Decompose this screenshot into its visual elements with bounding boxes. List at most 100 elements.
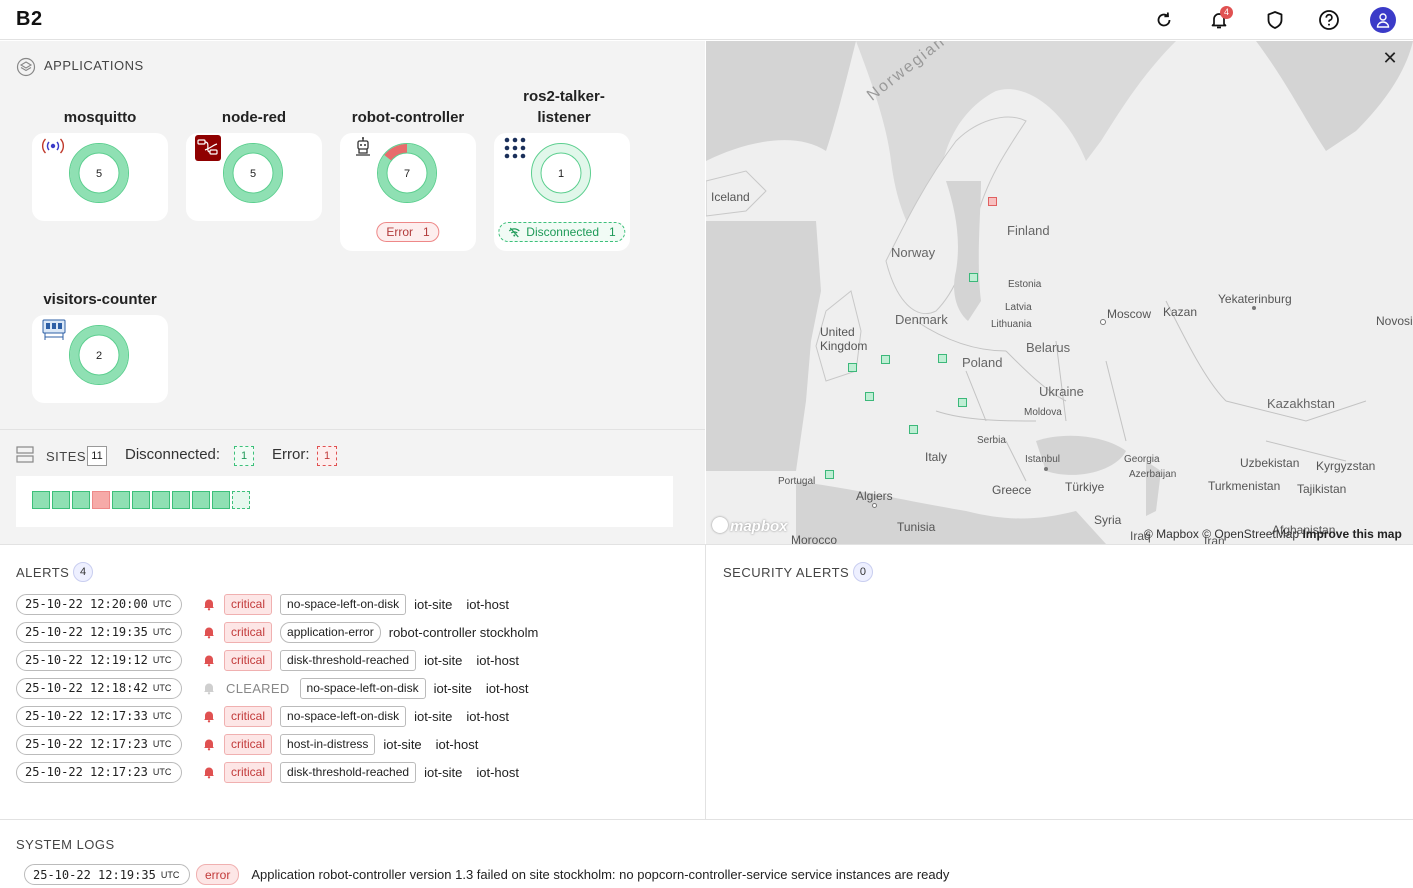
user-avatar[interactable] (1370, 7, 1396, 33)
map[interactable]: Norwegian Sea Iceland Finland Norway Est… (706, 41, 1413, 544)
alert-row[interactable]: 25-10-22 12:17:33 UTC critical no-space-lef… (16, 705, 509, 727)
site-square-error[interactable] (92, 491, 110, 509)
bell-icon (204, 767, 214, 779)
site-square[interactable] (172, 491, 190, 509)
status-count: 1 (422, 225, 430, 239)
site-square[interactable] (52, 491, 70, 509)
alert-type-tag: application-error (280, 621, 381, 643)
site-square[interactable] (32, 491, 50, 509)
site-square[interactable] (212, 491, 230, 509)
system-logs-title: SYSTEM LOGS (16, 837, 115, 852)
disconnected-count[interactable]: 1 (234, 446, 254, 466)
site-marker[interactable] (958, 398, 967, 407)
map-label: Yekaterinburg (1218, 292, 1292, 306)
donut-count: 5 (96, 168, 102, 180)
site-square[interactable] (132, 491, 150, 509)
alert-site: iot-site (424, 764, 463, 780)
attribution-osm-link[interactable]: © OpenStreetMap (1202, 527, 1300, 541)
alert-row[interactable]: 25-10-22 12:17:23 UTC critical host-in-dist… (16, 733, 478, 755)
site-square[interactable] (152, 491, 170, 509)
site-square-disconnected[interactable] (232, 491, 250, 509)
map-label: Kazakhstan (1267, 396, 1335, 411)
severity-badge: critical (224, 649, 273, 671)
app-card-ros2-talker-listener[interactable]: 1 Disconnected 1 (494, 133, 630, 251)
map-label: Iran (1204, 534, 1225, 544)
grid-dots-icon (504, 137, 530, 161)
alert-type-tag: host-in-distress (280, 733, 376, 755)
site-marker[interactable] (848, 363, 857, 372)
map-label: Moscow (1107, 307, 1152, 321)
alert-type-tag: no-space-left-on-disk (280, 705, 407, 727)
alert-type-tag: no-space-left-on-disk (280, 593, 407, 615)
improve-map-link[interactable]: Improve this map (1302, 527, 1402, 541)
alert-site: iot-site (383, 736, 422, 752)
bell-icon (204, 655, 214, 667)
shield-icon[interactable] (1263, 8, 1287, 32)
node-red-icon (195, 135, 221, 161)
map-label: Novosib (1376, 314, 1413, 328)
severity-badge: critical (224, 621, 273, 643)
map-label: Algiers (856, 489, 893, 503)
site-marker[interactable] (969, 273, 978, 282)
app-name-robot-controller: robot-controller (351, 109, 465, 126)
map-label: Portugal (778, 476, 816, 487)
map-label: Norway (891, 245, 936, 260)
site-square[interactable] (112, 491, 130, 509)
status-label: Error (386, 225, 413, 239)
site-marker[interactable] (825, 470, 834, 479)
sites-strip (16, 476, 673, 527)
map-label: Moldova (1024, 407, 1062, 418)
app-card-node-red[interactable]: 5 (186, 133, 322, 221)
alerts-header: ALERTS 4 (16, 562, 94, 582)
severity-badge: critical (224, 733, 273, 755)
alert-row[interactable]: 25-10-22 12:19:35 UTC critical application-… (16, 621, 538, 643)
alert-row[interactable]: 25-10-22 12:18:42 UTC CLEARED no-space-left… (16, 677, 529, 699)
map-land (706, 41, 1413, 544)
map-label: Greece (992, 483, 1032, 497)
help-icon[interactable] (1317, 8, 1341, 32)
alert-host: iot-host (476, 764, 520, 780)
mapbox-logo[interactable]: mapbox (712, 517, 788, 535)
error-count[interactable]: 1 (317, 446, 337, 466)
city-dot (1044, 467, 1048, 471)
status-badge-disconnected[interactable]: Disconnected 1 (498, 222, 626, 242)
site-marker[interactable] (909, 425, 918, 434)
site-marker[interactable] (865, 392, 874, 401)
app-card-visitors-counter[interactable]: 2 (32, 315, 168, 403)
bell-icon (204, 711, 214, 723)
alert-row[interactable]: 25-10-22 12:17:23 UTC critical disk-thresho… (16, 761, 519, 783)
alert-row[interactable]: 25-10-22 12:20:00 UTC critical no-space-lef… (16, 593, 509, 615)
alert-timestamp: 25-10-22 12:17:23 UTC (16, 733, 182, 755)
status-badge-error[interactable]: Error 1 (376, 222, 440, 242)
alert-timestamp: 25-10-22 12:20:00 UTC (16, 593, 182, 615)
map-label: Syria (1094, 513, 1122, 527)
site-square[interactable] (72, 491, 90, 509)
app-card-robot-controller[interactable]: 7 Error 1 (340, 133, 476, 251)
user-icon (1376, 13, 1390, 28)
app-name-mosquitto: mosquitto (63, 109, 137, 126)
alert-row[interactable]: 25-10-22 12:19:12 UTC critical disk-thresho… (16, 649, 519, 671)
site-square[interactable] (192, 491, 210, 509)
site-marker-error[interactable] (988, 197, 997, 206)
donut-count: 2 (96, 350, 102, 362)
donut-chart-visitors-counter: 2 (69, 325, 129, 385)
alert-host: iot-host (435, 736, 479, 752)
close-map-button[interactable]: ✕ (1382, 48, 1398, 68)
app-card-mosquitto[interactable]: 5 (32, 133, 168, 221)
site-marker[interactable] (938, 354, 947, 363)
attribution-mapbox-link[interactable]: © Mapbox (1144, 527, 1199, 541)
app-name-ros2-talker-listener: ros2-talker-listener (523, 88, 605, 126)
severity-badge: CLEARED (226, 680, 290, 696)
log-row[interactable]: 25-10-22 12:19:35 UTC error Application r… (24, 864, 949, 885)
alert-site: iot-site (414, 708, 453, 724)
alert-host: iot-host (485, 680, 529, 696)
site-marker[interactable] (881, 355, 890, 364)
severity-badge: critical (224, 593, 273, 615)
map-label: Lithuania (991, 319, 1032, 330)
notifications-button[interactable]: 4 (1207, 6, 1233, 32)
map-label: Tajikistan (1297, 482, 1347, 496)
refresh-icon[interactable] (1152, 8, 1176, 32)
map-label: United Kingdom (820, 325, 868, 353)
map-label: Türkiye (1065, 480, 1105, 494)
app-logo[interactable]: B2 (16, 8, 43, 30)
